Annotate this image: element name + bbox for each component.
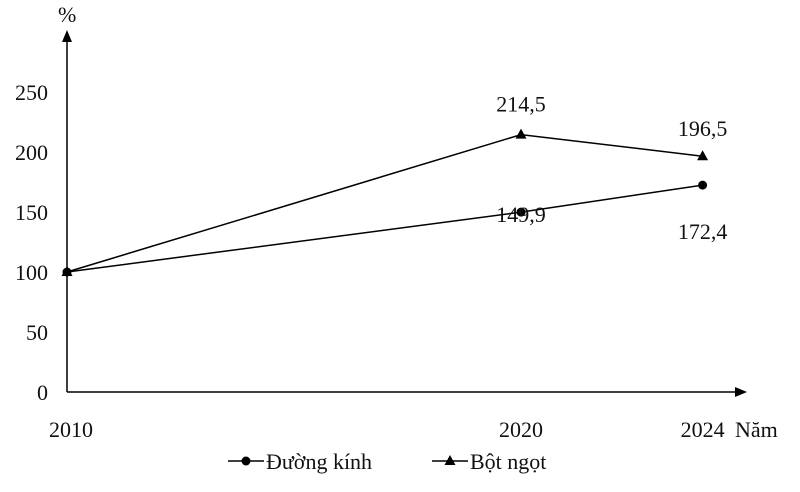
legend-label: Bột ngọt: [470, 449, 546, 474]
y-tick-label: 200: [15, 140, 48, 165]
y-tick-label: 250: [15, 80, 48, 105]
data-point-circle: [516, 207, 526, 217]
data-label: 149,9: [496, 202, 546, 227]
data-label: 196,5: [678, 116, 728, 141]
series-line-bot-ngot: [66, 133, 703, 273]
data-point-triangle: [697, 150, 709, 161]
y-tick-label: 0: [37, 380, 48, 405]
y-tick-label: 150: [15, 200, 48, 225]
x-tick-label: 2020: [499, 417, 543, 442]
x-tick-label: 2010: [49, 417, 93, 442]
y-axis-arrow: [62, 30, 72, 42]
legend-label: Đường kính: [266, 449, 372, 474]
y-axis-label: %: [58, 2, 76, 27]
data-label: 172,4: [678, 219, 728, 244]
x-axis-arrow: [735, 387, 747, 397]
series-line-duong-kinh: [66, 184, 703, 273]
x-tick-label: 2024: [681, 417, 725, 442]
y-tick-label: 50: [26, 320, 48, 345]
y-tick-label: 100: [15, 260, 48, 285]
data-point-triangle: [61, 266, 73, 276]
data-label: 214,5: [496, 92, 546, 117]
x-axis-label: Năm: [735, 417, 778, 442]
legend-circle-icon: [241, 456, 251, 466]
data-point-triangle: [515, 128, 527, 139]
legend-triangle-icon: [444, 455, 456, 465]
data-point-circle: [698, 180, 708, 190]
legend: Đường kính Bột ngọt: [228, 449, 546, 474]
